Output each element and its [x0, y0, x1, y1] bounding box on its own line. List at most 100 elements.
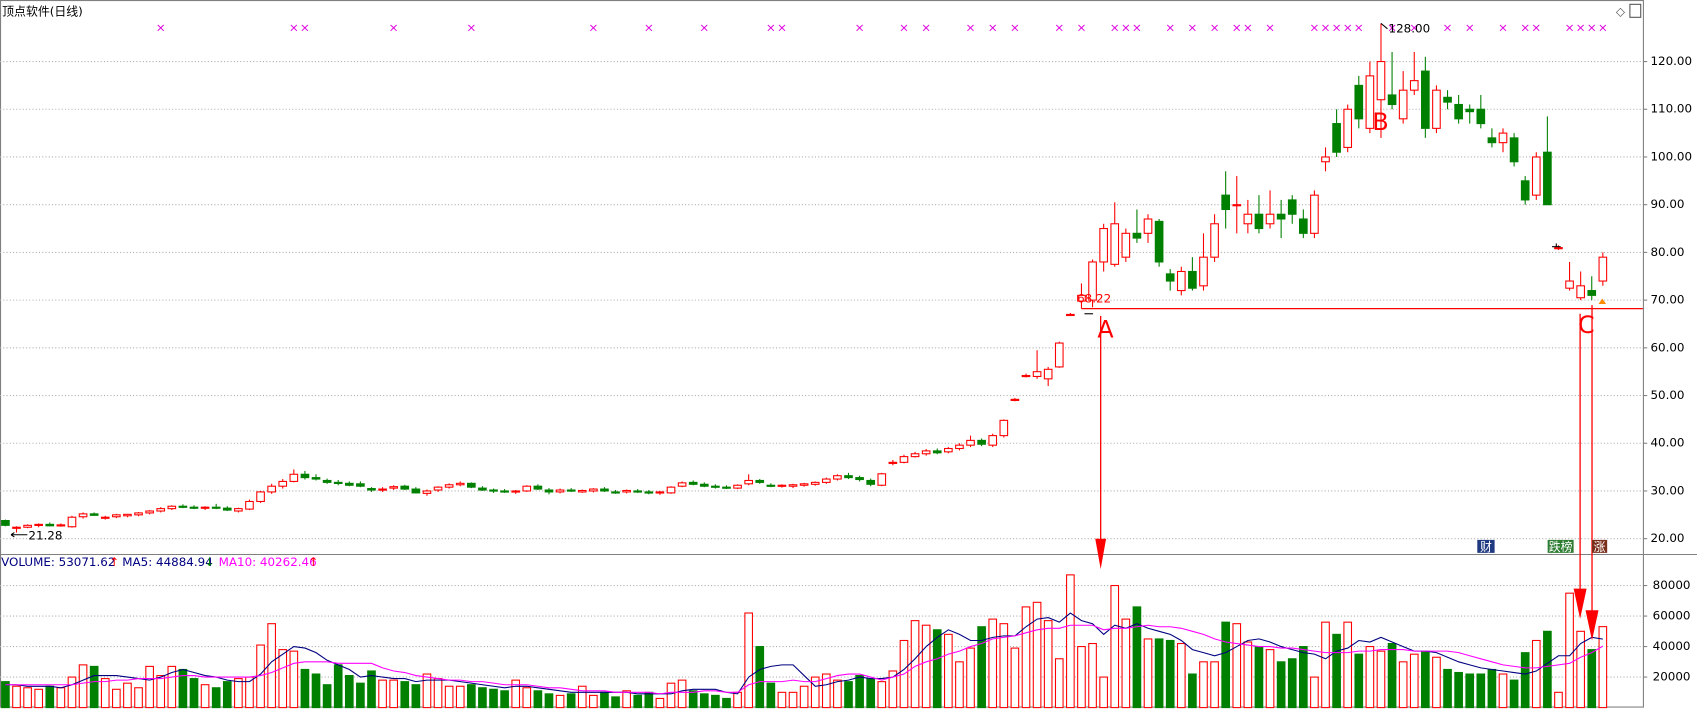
badge[interactable]	[1477, 539, 1495, 553]
volume-bar	[1043, 620, 1053, 709]
candle-body	[1265, 213, 1275, 225]
flag: ×	[1465, 21, 1475, 35]
y-tick-label: 120.00	[1650, 54, 1692, 68]
y-tick-label: 100.00	[1650, 149, 1692, 163]
volume-bar	[755, 646, 765, 709]
candle-body	[1199, 256, 1208, 287]
volume-bar	[932, 629, 942, 709]
candle-body	[1543, 151, 1552, 206]
candle-body	[622, 489, 631, 493]
y-tick-label: 20.00	[1650, 531, 1684, 545]
volume-bar	[522, 687, 532, 709]
volume-bar	[500, 690, 509, 709]
flag: ×	[1010, 21, 1020, 35]
volume-bar	[1498, 673, 1508, 709]
candle-body	[1099, 228, 1108, 263]
volume-bar	[322, 684, 332, 709]
flag: ×	[644, 21, 654, 35]
volume-bar	[1210, 661, 1219, 709]
volume-bar	[356, 682, 365, 709]
candle-body	[688, 481, 698, 485]
candle-body	[34, 523, 44, 526]
flag: ×	[766, 21, 776, 35]
candle-body	[1332, 123, 1341, 153]
volume-bar	[1176, 642, 1186, 709]
badge[interactable]	[1547, 539, 1574, 553]
volume-bar	[300, 668, 310, 709]
settings-icon[interactable]: ◇	[1616, 4, 1626, 18]
volume-bar	[799, 685, 809, 709]
candle-body	[1398, 89, 1408, 120]
flag: ×	[1598, 21, 1608, 35]
volume-bar	[1032, 601, 1042, 709]
volume-bar	[921, 624, 931, 709]
volume-bar	[1066, 574, 1075, 709]
candle-body	[566, 489, 576, 492]
candle-body	[500, 490, 509, 493]
volume-bar	[1432, 656, 1441, 709]
candle-body	[1310, 194, 1319, 234]
volume-bar	[1088, 642, 1097, 709]
volume-bar	[1110, 585, 1120, 709]
window-icon[interactable]	[1629, 3, 1642, 18]
y-tick-label: 40000	[1653, 639, 1691, 653]
volume-bar	[766, 682, 776, 709]
flag: ×	[899, 21, 909, 35]
candle-body	[1409, 80, 1419, 91]
badge[interactable]	[1592, 539, 1608, 553]
candle-body	[167, 505, 177, 510]
volume-bar	[1077, 646, 1086, 709]
volume-bar	[189, 678, 199, 709]
volume-bar	[1443, 668, 1452, 709]
candle-body	[932, 450, 942, 454]
flag: ×	[1520, 21, 1530, 35]
high-pointer	[1380, 22, 1388, 30]
candle-body	[1243, 213, 1253, 225]
volume-bar	[45, 685, 55, 709]
volume-bar	[1587, 649, 1597, 709]
volume-bar	[167, 665, 177, 709]
volume-bar	[466, 684, 476, 709]
y-tick-label: 40.00	[1650, 436, 1684, 450]
candle-body	[855, 477, 864, 481]
volume-bar	[267, 623, 276, 709]
volume-bar	[400, 681, 410, 709]
candle-body	[1010, 398, 1020, 401]
volume-bar	[1354, 653, 1364, 709]
volume-bar	[511, 679, 521, 709]
volume-bar	[1365, 646, 1375, 709]
flag: ×	[1409, 21, 1419, 35]
low-pointer	[10, 532, 28, 538]
volume-bar	[112, 688, 121, 709]
arrow-head	[1573, 588, 1587, 619]
price-panel: × × × × × × × × × × × × × × × × × × × × × × × × × × × × × × × × × × × × × × × ×…	[1, 21, 1643, 542]
volume-bar	[977, 626, 986, 709]
volume-bar	[955, 661, 964, 709]
candle-body	[555, 489, 565, 493]
candle-body	[1454, 103, 1463, 120]
flag: ×	[1587, 21, 1597, 35]
volume-bar	[156, 675, 166, 709]
candle-body	[1432, 89, 1441, 129]
candle-body	[45, 523, 55, 527]
candle-body	[1066, 313, 1075, 317]
volume-bar	[1554, 691, 1563, 709]
candle-body	[112, 514, 121, 518]
candle-body	[755, 479, 765, 483]
volume-bar	[411, 684, 421, 709]
candle-body	[1132, 232, 1142, 239]
candle-body	[411, 488, 421, 494]
candle-body	[1476, 108, 1486, 125]
volume-bar	[1143, 638, 1153, 709]
volume-bar	[655, 697, 665, 709]
flag: ×	[1354, 21, 1364, 35]
volume-bar	[433, 678, 443, 709]
volume-bar	[455, 685, 465, 709]
flag: ×	[1110, 21, 1120, 35]
volume-bar	[589, 694, 598, 709]
volume-bar	[1132, 606, 1142, 709]
volume-bar	[1487, 668, 1497, 709]
volume-bar	[367, 670, 376, 709]
volume-bar	[1509, 679, 1519, 709]
